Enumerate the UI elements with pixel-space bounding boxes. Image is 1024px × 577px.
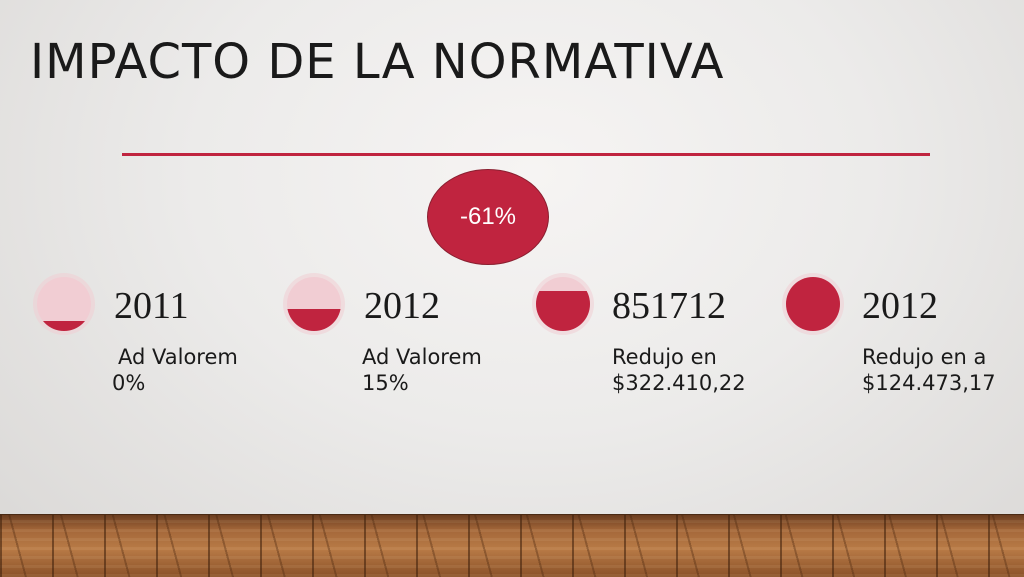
item-line2: 15% bbox=[362, 371, 409, 395]
item-line2: $124.473,17 bbox=[862, 371, 996, 395]
fill-circle-icon bbox=[37, 277, 91, 331]
title-divider bbox=[122, 153, 930, 156]
item-line1: Redujo en bbox=[612, 345, 717, 369]
item-line1: Ad Valorem bbox=[118, 345, 238, 369]
circle-fill bbox=[287, 309, 341, 331]
percentage-badge: -61% bbox=[427, 169, 549, 265]
circle-fill bbox=[536, 290, 590, 331]
item-number: 2011 bbox=[114, 285, 189, 327]
fill-circle-icon bbox=[786, 277, 840, 331]
item-line1: Redujo en a bbox=[862, 345, 987, 369]
floor-planks bbox=[0, 515, 1024, 577]
slide-title: IMPACTO DE LA NORMATIVA bbox=[30, 34, 725, 90]
fill-circle-icon bbox=[536, 277, 590, 331]
item-line2: $322.410,22 bbox=[612, 371, 746, 395]
item-line1: Ad Valorem bbox=[362, 345, 482, 369]
item-line2: 0% bbox=[112, 371, 146, 395]
circle-fill bbox=[786, 277, 840, 331]
wooden-floor bbox=[0, 514, 1024, 577]
fill-circle-icon bbox=[287, 277, 341, 331]
item-number: 2012 bbox=[364, 285, 440, 327]
item-number: 851712 bbox=[612, 285, 726, 327]
item-number: 2012 bbox=[862, 285, 938, 327]
circle-fill bbox=[37, 321, 91, 331]
